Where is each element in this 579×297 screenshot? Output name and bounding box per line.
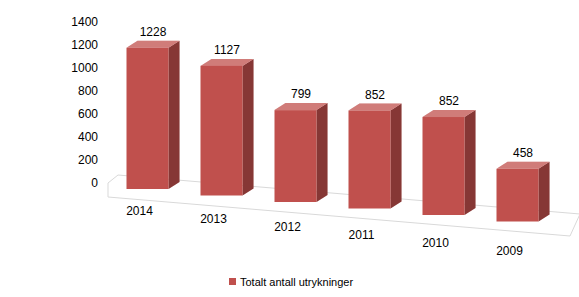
bar-top-light — [275, 103, 328, 110]
bar-side — [539, 162, 550, 222]
bar-top-light — [497, 162, 550, 169]
bar — [275, 110, 317, 202]
data-label: 458 — [513, 146, 533, 160]
legend-label: Totalt antall utrykninger — [240, 276, 353, 288]
data-label: 852 — [439, 94, 459, 108]
bar-side — [169, 41, 180, 189]
bar — [423, 117, 465, 215]
data-label: 852 — [365, 88, 385, 102]
bar-side — [465, 110, 476, 215]
x-tick-label: 2012 — [274, 220, 301, 234]
y-tick-label: 1000 — [71, 61, 98, 75]
bar-side-shade — [169, 41, 180, 189]
y-tick-label: 200 — [78, 153, 98, 167]
x-tick-label: 2013 — [200, 212, 227, 226]
bar-group — [275, 103, 328, 202]
bar — [201, 66, 243, 196]
data-label: 1127 — [214, 43, 240, 57]
bar — [497, 169, 539, 222]
legend-swatch — [229, 278, 236, 285]
bar — [349, 111, 391, 209]
bar-group — [423, 110, 476, 215]
bar-side-shade — [391, 104, 402, 209]
bar-top — [423, 110, 476, 117]
bar-side — [391, 104, 402, 209]
y-tick-label: 800 — [78, 84, 98, 98]
y-tick-label: 0 — [91, 176, 98, 190]
legend: Totalt antall utrykninger — [229, 276, 353, 288]
y-tick-label: 400 — [78, 130, 98, 144]
y-tick-label: 1200 — [71, 38, 98, 52]
bar-side-shade — [243, 59, 254, 196]
bar-group — [201, 59, 254, 196]
data-label: 799 — [291, 87, 311, 101]
bar-side-shade — [317, 103, 328, 202]
bar-top-light — [349, 104, 402, 111]
bar-top — [127, 41, 180, 48]
bar-top — [275, 103, 328, 110]
y-tick-label: 600 — [78, 107, 98, 121]
bar-side — [243, 59, 254, 196]
bar-group — [349, 104, 402, 209]
bar-side-shade — [465, 110, 476, 215]
bar-top — [497, 162, 550, 169]
bar-top-light — [201, 59, 254, 66]
bar — [127, 48, 169, 189]
x-tick-label: 2010 — [422, 236, 449, 250]
bar-side — [317, 103, 328, 202]
data-label: 1228 — [140, 25, 167, 39]
x-tick-label: 2011 — [349, 228, 375, 242]
x-tick-label: 2009 — [496, 244, 523, 258]
bars — [127, 41, 550, 222]
bar-group — [127, 41, 180, 189]
bar-group — [497, 162, 550, 222]
bar-top — [201, 59, 254, 66]
y-tick-label: 1400 — [71, 15, 98, 29]
chart: 0 200 400 600 800 1000 1200 1400 1228 1127 799 852 8… — [0, 0, 579, 297]
x-tick-label: 2014 — [126, 204, 153, 218]
bar-top — [349, 104, 402, 111]
bar-top-light — [423, 110, 476, 117]
bar-top-light — [127, 41, 180, 48]
bar-side-shade — [539, 162, 550, 222]
